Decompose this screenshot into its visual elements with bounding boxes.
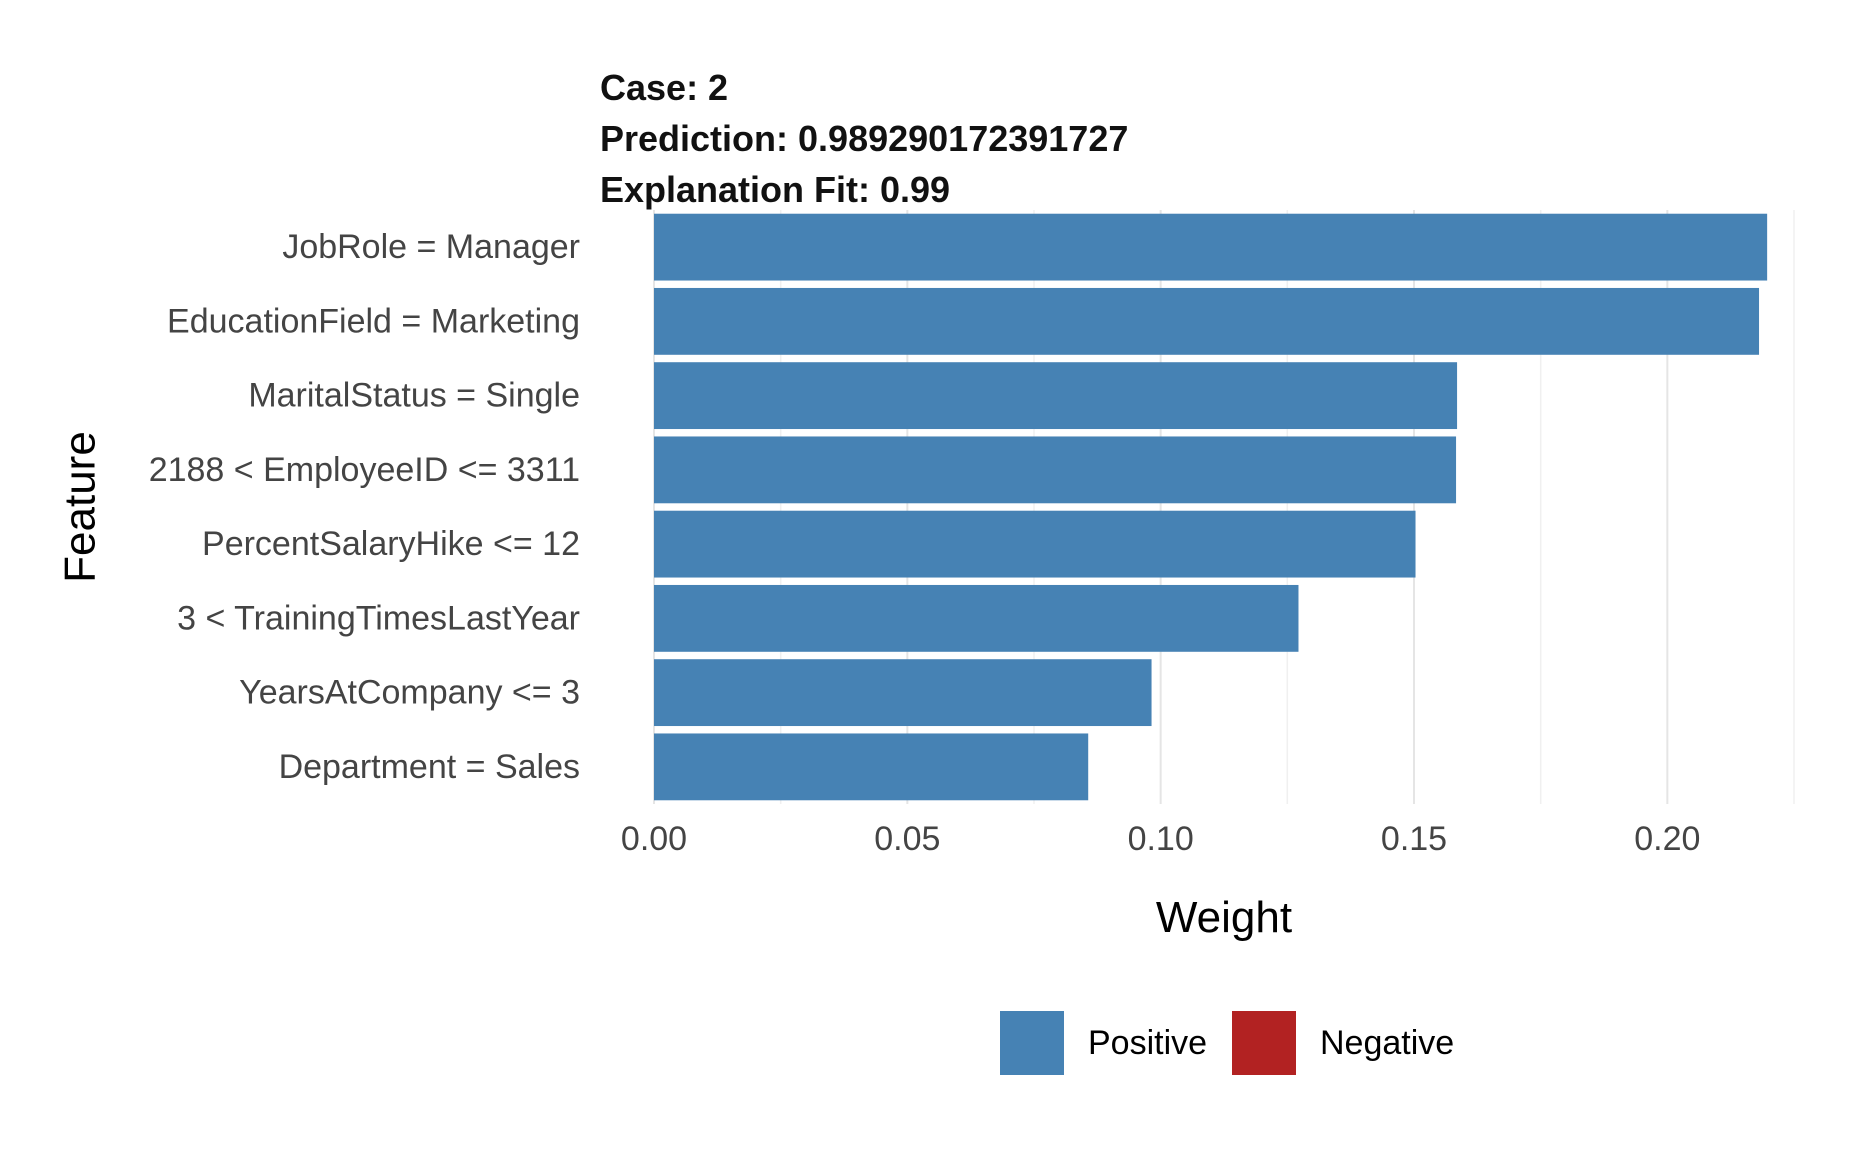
title-line-3: Explanation Fit: 0.99 bbox=[600, 169, 950, 210]
legend-label-positive: Positive bbox=[1088, 1024, 1207, 1062]
x-axis-title: Weight bbox=[1156, 893, 1292, 942]
legend-swatch-positive bbox=[1000, 1011, 1064, 1075]
y-tick-label: MaritalStatus = Single bbox=[248, 377, 580, 415]
y-tick-label: JobRole = Manager bbox=[282, 228, 580, 266]
x-tick-label: 0.05 bbox=[874, 820, 940, 858]
y-tick-label: 2188 < EmployeeID <= 3311 bbox=[149, 451, 580, 489]
x-tick-label: 0.15 bbox=[1381, 820, 1447, 858]
title-line-1: Case: 2 bbox=[600, 67, 728, 108]
bar bbox=[654, 584, 1299, 652]
x-tick-label: 0.20 bbox=[1634, 820, 1700, 858]
bar bbox=[654, 287, 1760, 355]
bar bbox=[654, 659, 1152, 727]
bar bbox=[654, 362, 1458, 430]
bar bbox=[654, 510, 1416, 578]
legend-label-negative: Negative bbox=[1320, 1024, 1454, 1062]
y-tick-label: YearsAtCompany <= 3 bbox=[239, 674, 580, 712]
bar bbox=[654, 213, 1768, 281]
y-tick-label: EducationField = Marketing bbox=[167, 302, 580, 340]
y-tick-labels: JobRole = Manager EducationField = Market… bbox=[149, 228, 580, 786]
x-tick-label: 0.00 bbox=[621, 820, 687, 858]
legend-swatch-negative bbox=[1232, 1011, 1296, 1075]
legend: Positive Negative bbox=[1000, 1011, 1454, 1075]
chart-title: Case: 2 Prediction: 0.989290172391727 Expl… bbox=[600, 67, 1128, 210]
x-tick-labels: 0.00 0.05 0.10 0.15 0.20 bbox=[621, 820, 1701, 858]
bar bbox=[654, 436, 1457, 504]
title-line-2: Prediction: 0.989290172391727 bbox=[600, 118, 1128, 159]
y-tick-label: Department = Sales bbox=[279, 748, 580, 786]
bars bbox=[654, 213, 1768, 801]
y-axis-title: Feature bbox=[56, 431, 105, 583]
y-tick-label: PercentSalaryHike <= 12 bbox=[202, 525, 580, 563]
y-tick-label: 3 < TrainingTimesLastYear bbox=[177, 599, 580, 637]
bar bbox=[654, 733, 1089, 801]
x-tick-label: 0.10 bbox=[1128, 820, 1194, 858]
